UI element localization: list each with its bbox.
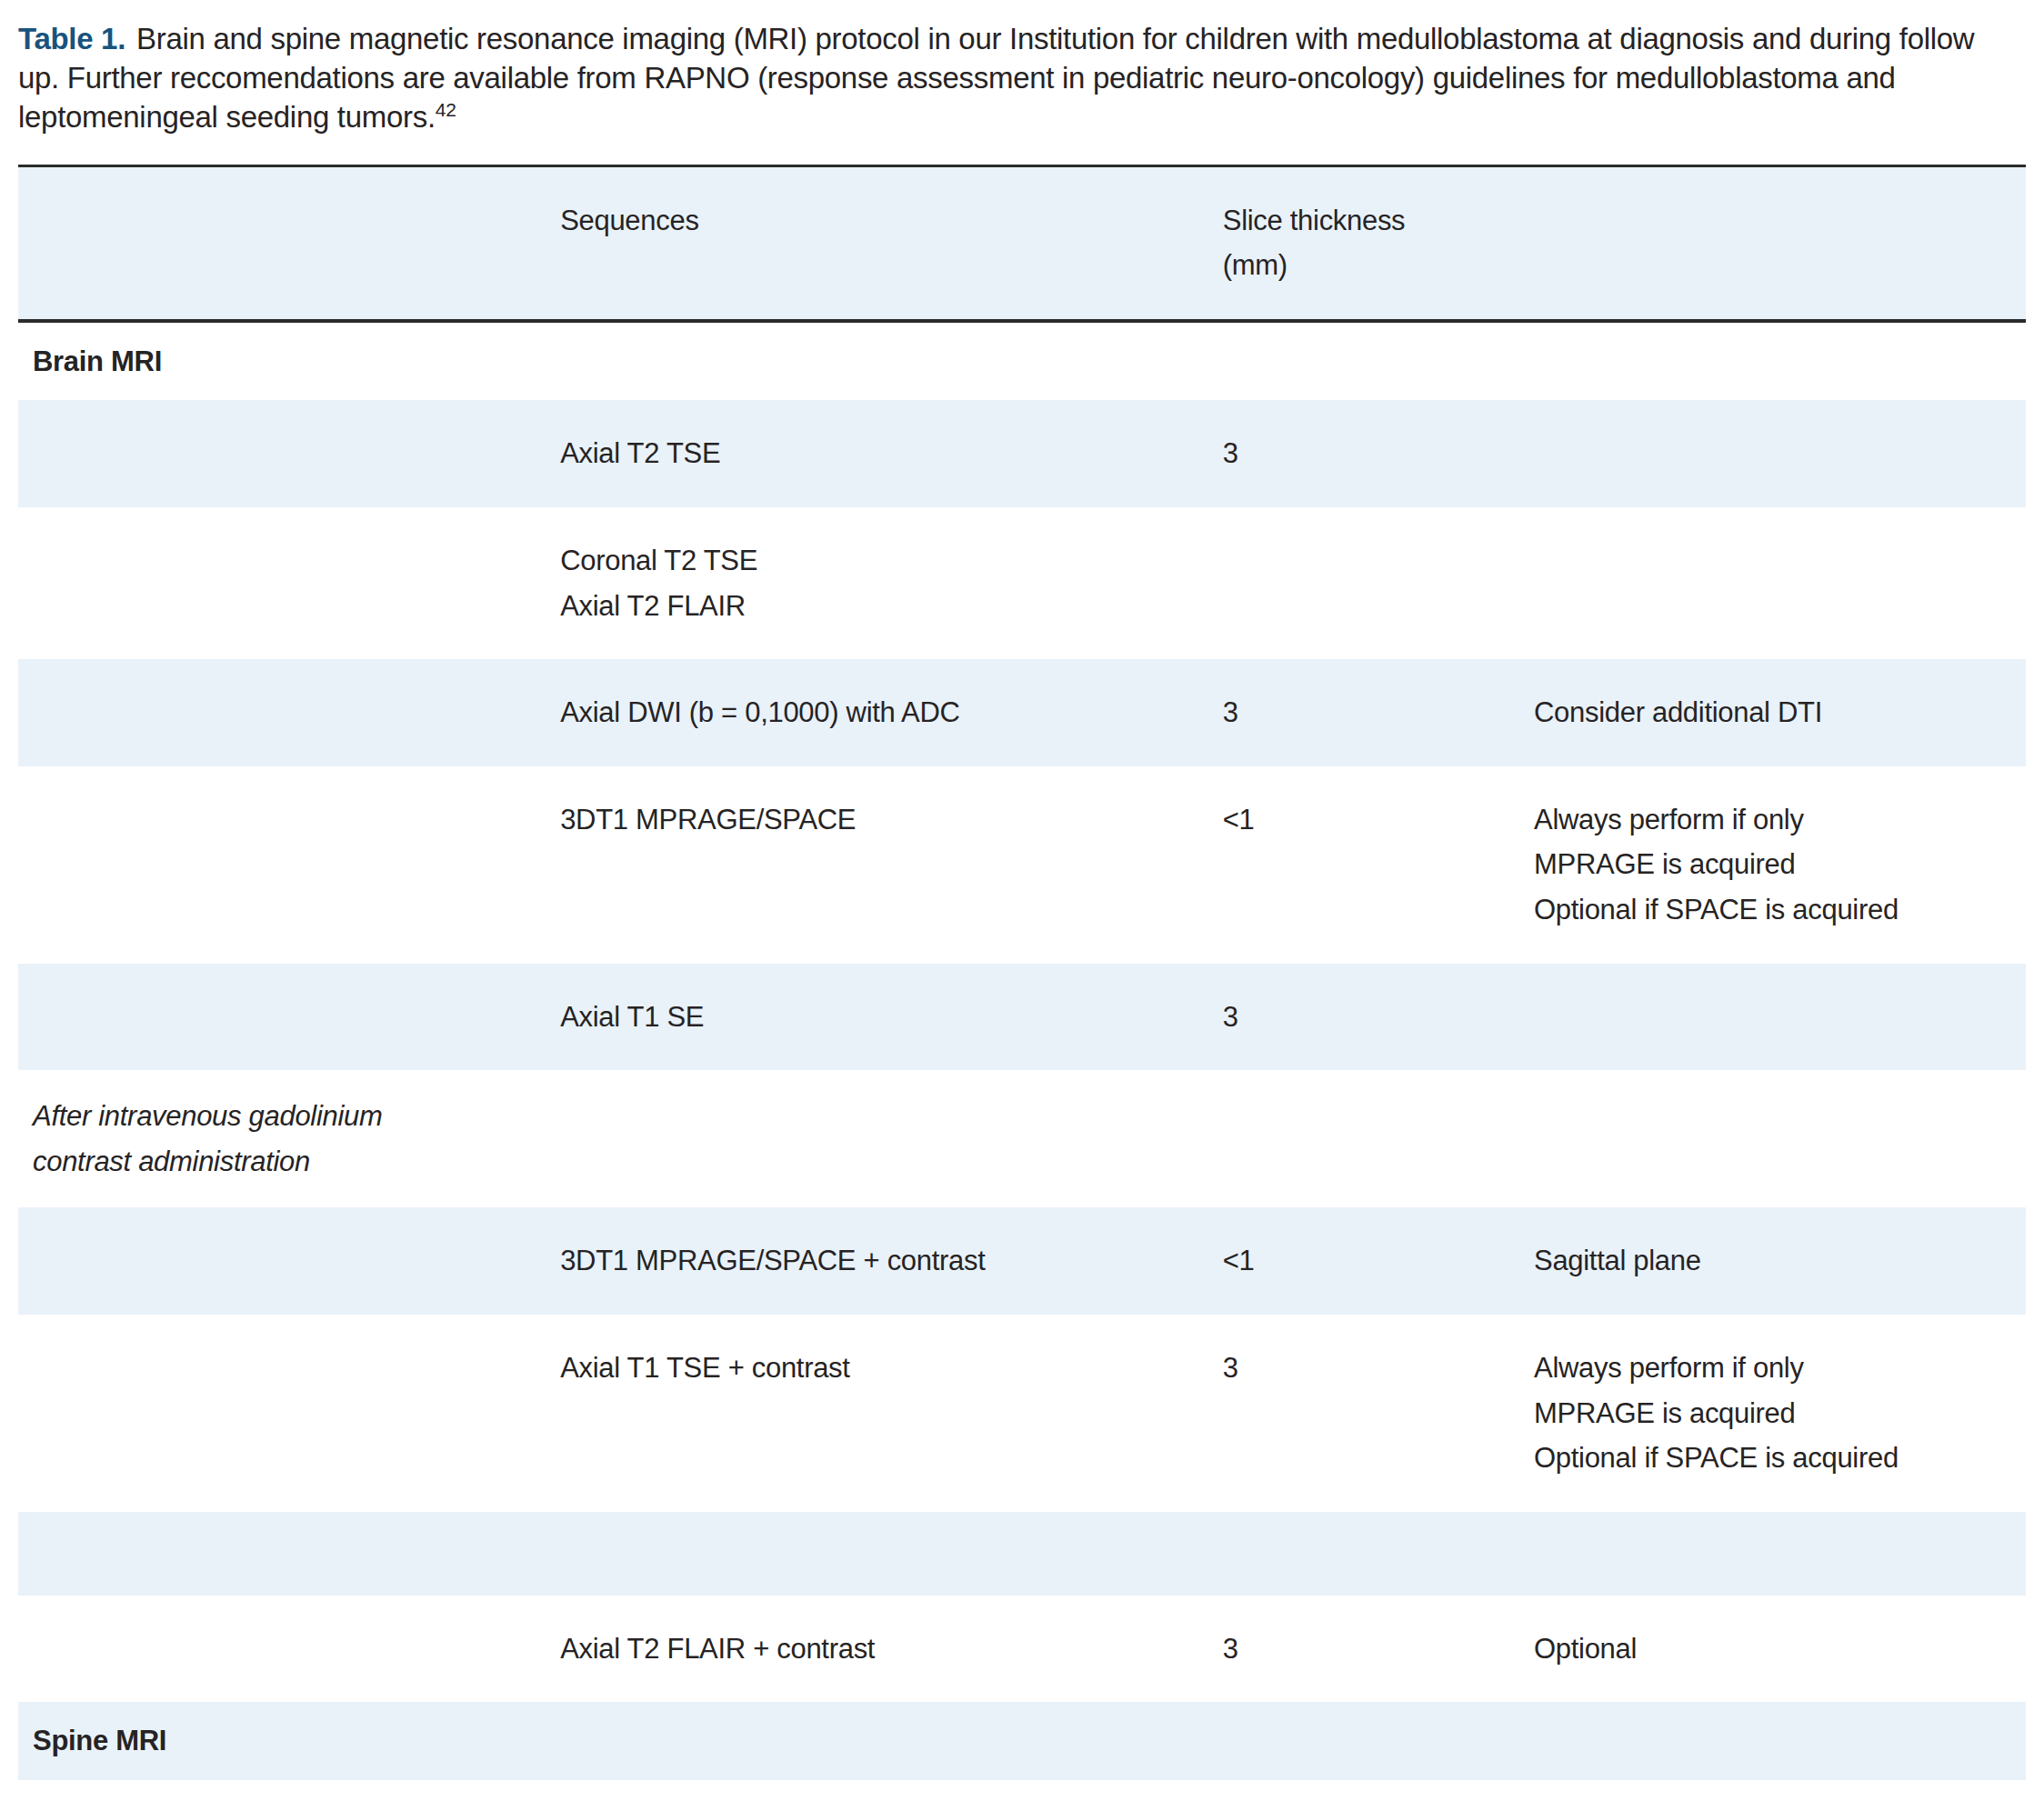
header-notes-empty-cell [1534, 165, 2026, 321]
sequence-cell: Axial T1 TSE + contrast [560, 1315, 1223, 1512]
row-axial-t2-flair-contrast: Axial T2 FLAIR + contrast 3 Optional [18, 1596, 2026, 1703]
mri-protocol-table: Sequences Slice thickness (mm) Brain MRI… [18, 165, 2026, 1801]
label-cell: Brain MRI [18, 321, 560, 401]
note-cell [1534, 1702, 2026, 1780]
thickness-cell: 3 [1223, 1780, 1534, 1801]
thickness-cell: 3 [1223, 659, 1534, 766]
row-axial-t1-se: Axial T1 SE 3 [18, 964, 2026, 1071]
row-3dt1-mprage-space-contrast: 3DT1 MPRAGE/SPACE + contrast <1 Sagittal… [18, 1207, 2026, 1315]
note-cell: Always perform if only MPRAGE is acquire… [1534, 766, 2026, 964]
section-row-brain-mri: Brain MRI [18, 321, 2026, 401]
note-cell: Sagittal plane [1534, 1207, 2026, 1315]
label-cell [18, 964, 560, 1071]
thickness-cell [1223, 507, 1534, 659]
label-cell [18, 400, 560, 507]
label-cell: Spine MRI [18, 1702, 560, 1780]
label-cell [18, 1207, 560, 1315]
sequence-cell: Coronal T2 TSE Axial T2 FLAIR [560, 507, 1223, 659]
row-sagittal-t1-se-contrast: Sagittal T1 SE upper/lower + contrast 3 [18, 1780, 2026, 1801]
row-coronal-t2-tse-axial-t2-flair: Coronal T2 TSE Axial T2 FLAIR [18, 507, 2026, 659]
note-cell: Optional [1534, 1596, 2026, 1703]
label-cell [18, 1596, 560, 1703]
label-cell: After intravenous gadolinium contrast ad… [18, 1070, 560, 1207]
note-cell [1534, 321, 2026, 401]
table-header-row: Sequences Slice thickness (mm) [18, 165, 2026, 321]
row-axial-t2-tse: Axial T2 TSE 3 [18, 400, 2026, 507]
sequence-cell: 3DT1 MPRAGE/SPACE [560, 766, 1223, 964]
row-axial-t1-tse-contrast: Axial T1 TSE + contrast 3 Always perform… [18, 1315, 2026, 1512]
label-cell [18, 766, 560, 964]
thickness-cell: 3 [1223, 964, 1534, 1071]
sequence-cell: Axial T1 SE [560, 964, 1223, 1071]
subsection-row-after-gadolinium: After intravenous gadolinium contrast ad… [18, 1070, 2026, 1207]
empty-spacer-row [18, 1512, 2026, 1596]
section-row-spine-mri: Spine MRI [18, 1702, 2026, 1780]
sequence-cell: Axial T2 TSE [560, 400, 1223, 507]
table-caption-text: Brain and spine magnetic resonance imagi… [18, 22, 1974, 134]
thickness-cell [1223, 1070, 1534, 1207]
note-cell [1534, 964, 2026, 1071]
article-table-page: Table 1.Brain and spine magnetic resonan… [0, 0, 2044, 1801]
sequence-cell: Axial DWI (b = 0,1000) with ADC [560, 659, 1223, 766]
header-empty-cell [18, 165, 560, 321]
note-cell [1534, 400, 2026, 507]
header-sequences: Sequences [560, 165, 1223, 321]
note-cell: Consider additional DTI [1534, 659, 2026, 766]
thickness-cell: <1 [1223, 766, 1534, 964]
table-caption: Table 1.Brain and spine magnetic resonan… [18, 20, 2009, 137]
thickness-cell: 3 [1223, 400, 1534, 507]
note-cell [1534, 1070, 2026, 1207]
thickness-cell: 3 [1223, 1596, 1534, 1703]
thickness-cell: 3 [1223, 1315, 1534, 1512]
note-cell [1534, 507, 2026, 659]
label-cell [18, 1315, 560, 1512]
label-cell [18, 659, 560, 766]
note-cell [1534, 1512, 2026, 1596]
thickness-cell [1223, 1512, 1534, 1596]
sequence-cell: Sagittal T1 SE upper/lower + contrast [560, 1780, 1223, 1801]
thickness-cell: <1 [1223, 1207, 1534, 1315]
sequence-cell: Axial T2 FLAIR + contrast [560, 1596, 1223, 1703]
sequence-cell [560, 1512, 1223, 1596]
sequence-cell: 3DT1 MPRAGE/SPACE + contrast [560, 1207, 1223, 1315]
sequence-cell [560, 1702, 1223, 1780]
sequence-cell [560, 1070, 1223, 1207]
table-caption-label: Table 1. [18, 22, 125, 55]
thickness-cell [1223, 321, 1534, 401]
note-cell [1534, 1780, 2026, 1801]
label-cell [18, 1512, 560, 1596]
thickness-cell [1223, 1702, 1534, 1780]
label-cell [18, 1780, 560, 1801]
sequence-cell [560, 321, 1223, 401]
label-cell [18, 507, 560, 659]
header-slice-thickness: Slice thickness (mm) [1223, 165, 1534, 321]
row-3dt1-mprage-space: 3DT1 MPRAGE/SPACE <1 Always perform if o… [18, 766, 2026, 964]
citation-superscript: 42 [436, 99, 456, 120]
note-cell: Always perform if only MPRAGE is acquire… [1534, 1315, 2026, 1512]
row-axial-dwi: Axial DWI (b = 0,1000) with ADC 3 Consid… [18, 659, 2026, 766]
